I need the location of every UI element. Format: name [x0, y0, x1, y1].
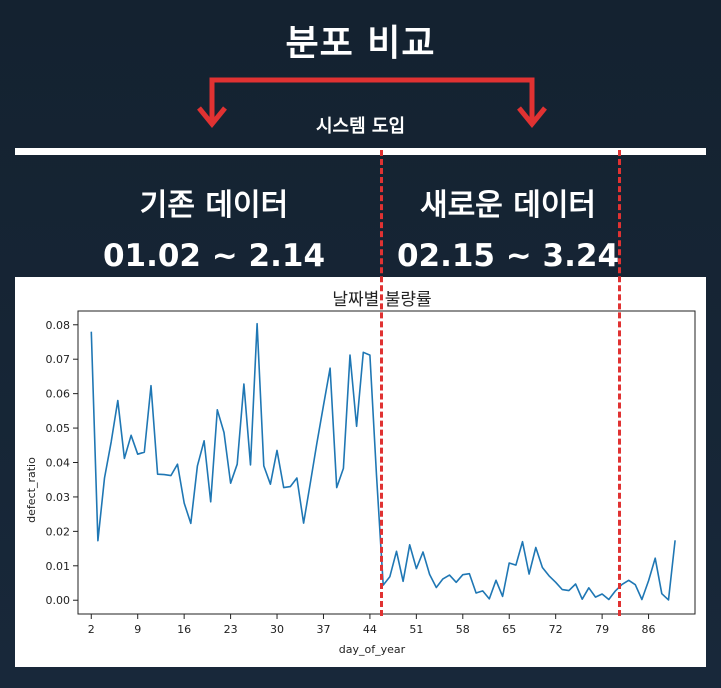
new-data-range: 02.15 ~ 3.24 [396, 238, 620, 274]
old-data-block: 기존 데이터 01.02 ~ 2.14 [84, 180, 344, 274]
y-tick-label: 0.00 [46, 594, 71, 607]
x-tick-label: 2 [88, 623, 95, 636]
x-tick-label: 58 [456, 623, 470, 636]
cutover-line-right [618, 150, 621, 616]
x-tick-label: 37 [316, 623, 330, 636]
y-tick-label: 0.01 [46, 560, 71, 573]
x-tick-label: 23 [224, 623, 238, 636]
plot-frame [77, 310, 696, 615]
old-data-range: 01.02 ~ 2.14 [102, 238, 326, 274]
x-tick-label: 72 [549, 623, 563, 636]
x-tick-label: 9 [134, 623, 141, 636]
x-tick-label: 44 [363, 623, 377, 636]
y-tick-label: 0.02 [46, 525, 71, 538]
x-tick-label: 30 [270, 623, 284, 636]
cutover-line-left [380, 150, 383, 616]
y-tick-label: 0.08 [46, 319, 71, 332]
y-tick-label: 0.07 [46, 353, 71, 366]
y-tick-label: 0.03 [46, 491, 71, 504]
new-data-block: 새로운 데이터 02.15 ~ 3.24 [378, 180, 638, 274]
y-axis-label: defect_ratio [25, 457, 38, 523]
new-data-label: 새로운 데이터 [419, 188, 597, 223]
x-tick-label: 65 [502, 623, 516, 636]
x-tick-label: 86 [642, 623, 656, 636]
x-axis-label: day_of_year [339, 643, 406, 656]
chart-panel: 날짜별 불량률 day_of_year defect_ratio 2 9 16 23 3… [15, 277, 706, 667]
defect-ratio-chart: 날짜별 불량률 day_of_year defect_ratio 2 9 16 23 3… [25, 290, 696, 656]
x-tick-label: 51 [409, 623, 423, 636]
old-data-label: 기존 데이터 [139, 188, 289, 223]
page-title: 분포 비교 [285, 23, 436, 64]
defect-ratio-series-line [90, 322, 676, 601]
bracket-arrow-icon [197, 77, 547, 128]
y-tick-label: 0.06 [46, 388, 71, 401]
y-tick-label: 0.04 [46, 457, 71, 470]
x-tick-label: 16 [177, 623, 191, 636]
system-introduction-label: 시스템 도입 [315, 116, 406, 137]
y-tick-label: 0.05 [46, 422, 71, 435]
x-tick-label: 79 [595, 623, 609, 636]
divider [15, 148, 706, 155]
